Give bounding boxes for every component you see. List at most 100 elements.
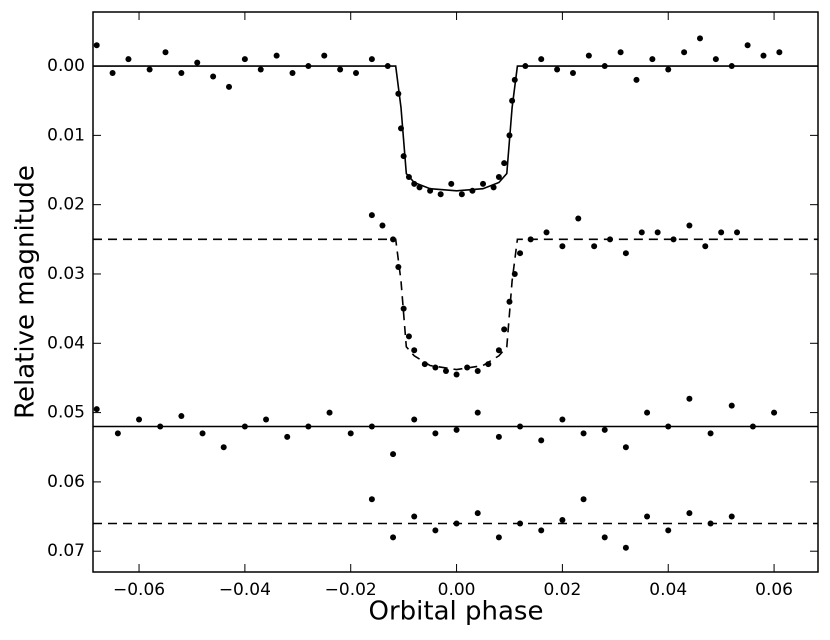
data-point <box>411 347 418 354</box>
data-point <box>390 534 397 541</box>
data-point <box>585 52 592 59</box>
x-tick-label: −0.02 <box>325 580 377 600</box>
data-point <box>114 430 121 437</box>
data-point <box>734 229 741 236</box>
data-point <box>178 69 185 76</box>
data-point <box>670 236 677 243</box>
y-tick-label: 0.05 <box>47 403 85 423</box>
plot-frame <box>92 11 819 573</box>
data-point <box>601 426 608 433</box>
data-point <box>241 56 248 63</box>
data-point <box>474 409 481 416</box>
data-point <box>580 496 587 503</box>
data-point <box>495 347 502 354</box>
data-point <box>432 364 439 371</box>
y-tick-label: 0.03 <box>47 264 85 284</box>
data-point <box>506 298 513 305</box>
data-point <box>495 433 502 440</box>
data-point <box>125 56 132 63</box>
data-point <box>728 402 735 409</box>
data-point <box>559 243 566 250</box>
data-point <box>368 56 375 63</box>
data-point <box>633 76 640 83</box>
data-point <box>712 56 719 63</box>
data-point <box>644 513 651 520</box>
data-point <box>644 409 651 416</box>
data-point <box>707 430 714 437</box>
data-point <box>347 430 354 437</box>
data-point <box>771 409 778 416</box>
y-tick-label: 0.06 <box>47 472 85 492</box>
y-axis-label: Relative magnitude <box>11 165 41 419</box>
data-point <box>501 160 508 167</box>
data-point <box>453 371 460 378</box>
data-point <box>289 69 296 76</box>
model-line <box>93 65 818 192</box>
data-point <box>284 433 291 440</box>
data-point <box>405 333 412 340</box>
data-point <box>368 212 375 219</box>
data-point <box>638 229 645 236</box>
x-tick-label: 0.00 <box>438 580 476 600</box>
data-point <box>517 250 524 257</box>
data-point <box>760 52 767 59</box>
data-point <box>337 66 344 73</box>
x-tick-label: 0.04 <box>649 580 687 600</box>
data-point <box>263 416 270 423</box>
data-point <box>686 395 693 402</box>
data-point <box>411 416 418 423</box>
data-point <box>649 56 656 63</box>
data-point <box>569 69 576 76</box>
data-point <box>273 52 280 59</box>
data-point <box>686 222 693 229</box>
data-point <box>495 173 502 180</box>
x-tick-label: −0.04 <box>219 580 271 600</box>
data-point <box>601 534 608 541</box>
data-point <box>93 42 100 49</box>
data-point <box>665 66 672 73</box>
data-point <box>432 430 439 437</box>
data-point <box>321 52 328 59</box>
data-point <box>464 364 471 371</box>
data-point <box>665 527 672 534</box>
data-point <box>146 66 153 73</box>
y-tick-label: 0.07 <box>47 541 85 561</box>
data-point <box>93 406 100 413</box>
data-point <box>495 534 502 541</box>
data-point <box>199 430 206 437</box>
data-point <box>538 527 545 534</box>
data-point <box>744 42 751 49</box>
data-point <box>501 326 508 333</box>
data-point <box>368 496 375 503</box>
data-point <box>400 305 407 312</box>
data-point <box>178 413 185 420</box>
data-point <box>109 69 116 76</box>
data-point <box>617 49 624 56</box>
data-point <box>474 368 481 375</box>
data-point <box>353 69 360 76</box>
y-tick-label: 0.00 <box>47 56 85 76</box>
y-tick-label: 0.04 <box>47 333 85 353</box>
data-point <box>622 250 629 257</box>
data-point <box>448 180 455 187</box>
data-point <box>543 229 550 236</box>
data-point <box>453 426 460 433</box>
data-point <box>194 59 201 66</box>
data-point <box>686 510 693 517</box>
data-point <box>654 229 661 236</box>
data-point <box>480 180 487 187</box>
model-line <box>93 238 818 371</box>
data-point <box>702 243 709 250</box>
data-point <box>622 544 629 551</box>
x-tick-label: −0.06 <box>113 580 165 600</box>
data-point <box>162 49 169 56</box>
data-point <box>622 444 629 451</box>
x-tick-label: 0.06 <box>755 580 793 600</box>
data-point <box>326 409 333 416</box>
data-point <box>442 368 449 375</box>
data-point <box>411 513 418 520</box>
data-point <box>390 451 397 458</box>
data-point <box>538 56 545 63</box>
data-point <box>580 430 587 437</box>
